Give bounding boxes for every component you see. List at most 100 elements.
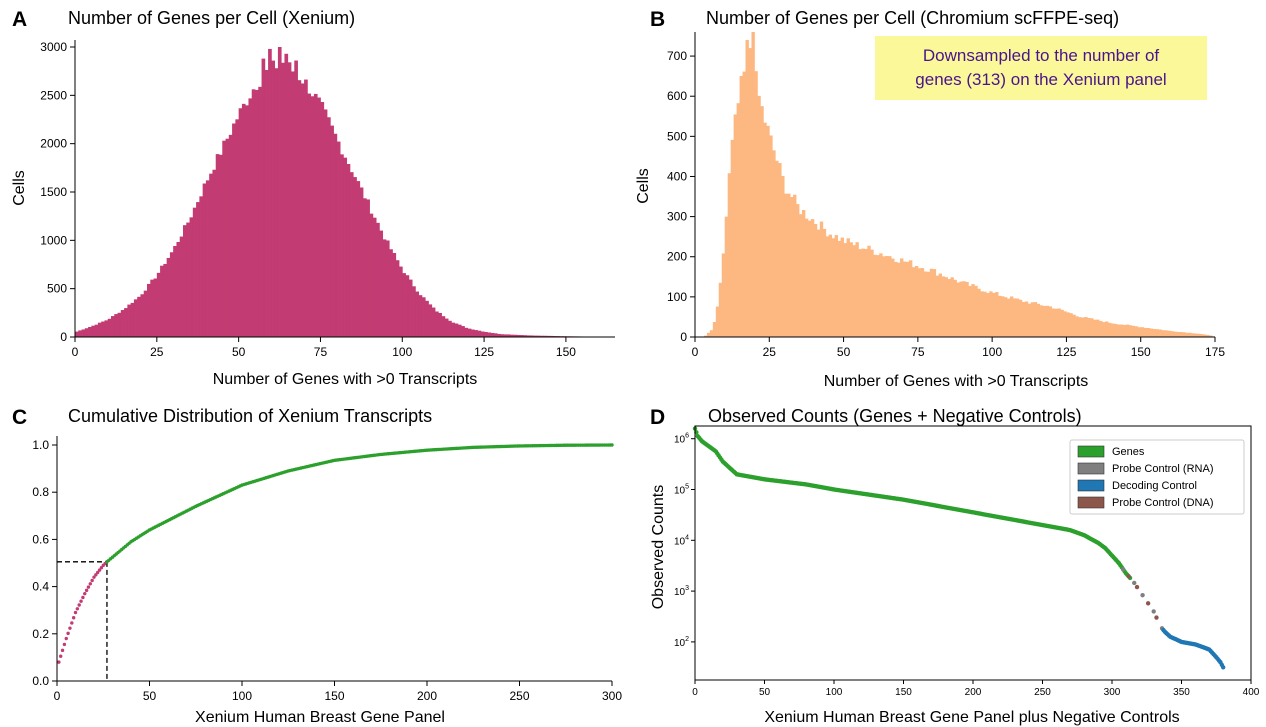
y-tick-label: 200 — [667, 250, 687, 264]
x-tick-label: 175 — [1205, 345, 1225, 359]
x-tick-label: 0 — [692, 345, 699, 359]
histogram-bar — [724, 216, 729, 337]
histogram-bar — [861, 248, 865, 337]
x-tick-label: 150 — [1131, 345, 1151, 359]
y-tick-label: 0 — [680, 330, 687, 344]
y-tick-label: 3000 — [40, 40, 67, 54]
histogram-bar — [448, 320, 452, 337]
histogram-bar — [894, 261, 898, 337]
histogram-bar — [173, 245, 177, 337]
panel-b-bars — [703, 32, 1216, 338]
histogram-bar — [715, 306, 720, 337]
histogram-bar — [843, 243, 847, 337]
y-tick-label: 0.6 — [32, 532, 49, 546]
histogram-bar — [235, 119, 240, 337]
histogram-bar — [1200, 334, 1204, 337]
histogram-bar — [255, 89, 259, 338]
y-tick-label: 0.0 — [32, 674, 49, 688]
y-tick-label: 1.0 — [32, 438, 49, 452]
histogram-bar — [549, 335, 554, 337]
histogram-bar — [1113, 323, 1118, 337]
histogram-bar — [778, 163, 782, 337]
histogram-bar — [205, 180, 210, 337]
histogram-bar — [428, 304, 433, 337]
histogram-bar — [376, 222, 380, 337]
x-tick-label: 350 — [1173, 687, 1190, 698]
histogram-bar — [97, 322, 102, 337]
histogram-bar — [885, 256, 889, 337]
histogram-bar — [968, 285, 972, 337]
x-tick-label: 25 — [763, 345, 777, 359]
histogram-bar — [941, 276, 945, 337]
histogram-bar — [166, 257, 171, 337]
histogram-bar — [917, 268, 922, 337]
histogram-bar — [464, 327, 469, 337]
histogram-bar — [1149, 328, 1153, 337]
x-tick-label: 125 — [474, 345, 494, 359]
histogram-bar — [1007, 298, 1011, 337]
x-tick-label: 250 — [1034, 687, 1051, 698]
panel-a-y-ticks: 0 500 1000 1500 2000 2500 3000 — [40, 40, 75, 344]
histogram-bar — [932, 269, 937, 337]
x-tick-label: 300 — [1104, 687, 1121, 698]
histogram-bar — [965, 281, 969, 337]
panel-d-x-label: Xenium Human Breast Gene Panel plus Nega… — [764, 709, 1179, 726]
histogram-bar — [1063, 311, 1067, 337]
histogram-bar — [510, 334, 514, 337]
histogram-bar — [1182, 332, 1186, 337]
panel-b: B Number of Genes per Cell (Chromium scF… — [635, 8, 1225, 390]
histogram-bar — [94, 324, 99, 337]
histogram-bar — [539, 335, 544, 337]
histogram-bar — [962, 281, 966, 337]
histogram-bar — [215, 154, 220, 337]
histogram-bar — [163, 263, 168, 337]
panel-d-y-label: Observed Counts — [650, 485, 667, 610]
panel-b-x-label: Number of Genes with >0 Transcripts — [824, 373, 1089, 390]
histogram-bar — [287, 62, 292, 337]
histogram-bar — [317, 97, 321, 337]
panel-c-title: Cumulative Distribution of Xenium Transc… — [68, 406, 432, 426]
panel-d-x-ticks: 0 50 100 150 200 250 300 350 400 — [692, 680, 1260, 698]
histogram-bar — [977, 288, 981, 337]
cumulative-point — [88, 582, 93, 586]
histogram-bar — [284, 53, 289, 338]
histogram-bar — [709, 330, 714, 337]
histogram-bar — [281, 62, 285, 337]
histogram-bar — [385, 240, 390, 337]
x-tick-label: 50 — [837, 345, 851, 359]
legend-frame — [1069, 439, 1245, 515]
histogram-bar — [1096, 319, 1100, 337]
histogram-bar — [291, 71, 295, 337]
y-tick-label: 100 — [667, 290, 687, 304]
histogram-bar — [369, 213, 374, 337]
histogram-bar — [754, 71, 758, 338]
histogram-bar — [736, 103, 740, 337]
x-tick-label: 150 — [895, 687, 912, 698]
histogram-bar — [1185, 332, 1189, 337]
histogram-bar — [1203, 334, 1207, 337]
histogram-bar — [799, 214, 803, 337]
histogram-bar — [834, 235, 839, 337]
histogram-bar — [1057, 308, 1061, 337]
cumulative-point — [86, 585, 91, 589]
histogram-bar — [480, 331, 485, 337]
cumulative-point — [70, 621, 74, 625]
panel-c: C Cumulative Distribution of Xenium Tran… — [12, 406, 622, 726]
histogram-bar — [529, 335, 534, 337]
histogram-bar — [938, 273, 943, 337]
histogram-bar — [822, 228, 827, 337]
y-tick-label: 0 — [60, 330, 67, 344]
cumulative-point — [99, 566, 104, 570]
histogram-bar — [751, 32, 755, 337]
cumulative-point — [81, 595, 85, 600]
panel-c-x-ticks: 0 50 100 150 200 250 300 — [54, 681, 622, 703]
histogram-bar — [712, 322, 717, 337]
panel-d-legend: Genes Probe Control (RNA) Decoding Contr… — [1069, 439, 1245, 515]
histogram-bar — [766, 125, 770, 337]
histogram-bar — [124, 308, 128, 337]
histogram-bar — [241, 103, 246, 337]
legend-label-decoding: Decoding Control — [1112, 480, 1197, 492]
histogram-bar — [91, 325, 96, 337]
x-tick-label: 125 — [1056, 345, 1076, 359]
histogram-bar — [796, 204, 800, 337]
